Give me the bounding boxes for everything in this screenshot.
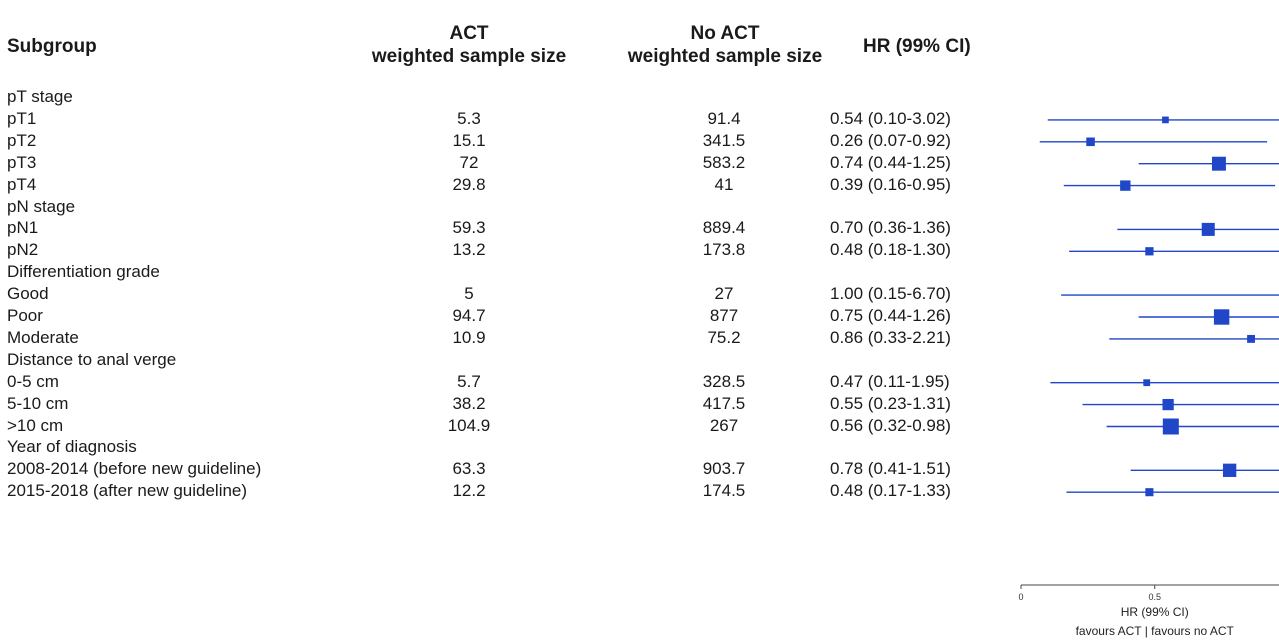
hr-marker — [1162, 418, 1179, 435]
hr-marker — [1222, 463, 1237, 477]
hr-text: 0.78 (0.41-1.51) — [830, 459, 951, 479]
noact-size: 267 — [709, 415, 739, 435]
hr-text: 0.74 (0.44-1.25) — [830, 152, 951, 172]
hr-marker — [1145, 488, 1154, 497]
hr-marker — [1162, 116, 1169, 124]
hr-text: 0.70 (0.36-1.36) — [830, 218, 951, 238]
group-header: pN stage — [7, 196, 76, 216]
row-label: pT4 — [7, 174, 37, 194]
hr-text: 0.47 (0.11-1.95) — [830, 371, 950, 391]
hr-marker — [1247, 334, 1255, 343]
noact-size: 174.5 — [702, 481, 746, 501]
act-size: 5.3 — [457, 108, 481, 128]
hr-marker — [1211, 156, 1226, 171]
row-label: pT3 — [7, 152, 37, 172]
row-label: pT2 — [7, 130, 37, 150]
act-size: 5 — [464, 284, 474, 304]
noact-size: 877 — [709, 306, 739, 325]
noact-size: 27 — [714, 284, 734, 304]
noact-size: 903.7 — [702, 459, 746, 479]
act-size: 5.7 — [457, 371, 481, 391]
header-act-line1: ACT — [449, 23, 489, 44]
group-header: Distance to anal verge — [7, 349, 177, 369]
row-label: Poor — [7, 306, 43, 325]
noact-size: 889.4 — [702, 218, 746, 238]
act-size: 72 — [459, 152, 479, 172]
hr-text: 0.56 (0.32-0.98) — [830, 415, 951, 435]
hr-marker — [1213, 309, 1230, 325]
header-act: ACT weighted sample size — [344, 22, 594, 68]
row-label: 2008-2014 (before new guideline) — [7, 459, 262, 479]
hr-text: 0.48 (0.17-1.33) — [830, 481, 951, 501]
noact-size: 41 — [714, 174, 734, 194]
act-size: 38.2 — [452, 393, 486, 413]
noact-size: 91.4 — [707, 108, 741, 128]
hr-text: 0.75 (0.44-1.26) — [830, 306, 951, 325]
hr-marker — [1162, 398, 1174, 411]
hr-marker — [1120, 180, 1131, 191]
hr-marker — [1145, 247, 1154, 256]
row-label: pN1 — [7, 218, 39, 238]
noact-size: 75.2 — [707, 327, 741, 347]
row-label: 0-5 cm — [7, 371, 59, 391]
row-label: 5-10 cm — [7, 393, 69, 413]
hr-text: 0.54 (0.10-3.02) — [830, 108, 951, 128]
noact-size: 341.5 — [702, 130, 746, 150]
hr-text: 1.00 (0.15-6.70) — [830, 284, 951, 304]
header-act-line2: weighted sample size — [371, 46, 567, 67]
row-label: Good — [7, 284, 49, 304]
noact-size: 417.5 — [702, 393, 746, 413]
group-header: Differentiation grade — [7, 262, 160, 282]
hr-text: 0.26 (0.07-0.92) — [830, 130, 951, 150]
hr-text: 0.39 (0.16-0.95) — [830, 174, 951, 194]
act-size: 12.2 — [452, 481, 486, 501]
header-noact-line1: No ACT — [690, 23, 760, 44]
x-tick-label: 0 — [1018, 592, 1023, 602]
header-noact: No ACT weighted sample size — [600, 22, 850, 68]
hr-marker — [1143, 379, 1151, 387]
group-header: Year of diagnosis — [7, 437, 137, 457]
x-axis-sublabel: favours ACT | favours no ACT — [1076, 624, 1235, 638]
x-axis-label: HR (99% CI) — [1121, 605, 1189, 619]
header-subgroup: Subgroup — [7, 36, 97, 57]
row-label: 2015-2018 (after new guideline) — [7, 481, 248, 501]
act-size: 63.3 — [452, 459, 486, 479]
noact-size: 328.5 — [702, 371, 746, 391]
noact-size: 173.8 — [702, 240, 746, 260]
act-size: 10.9 — [452, 327, 486, 347]
hr-marker — [1201, 222, 1215, 236]
act-size: 13.2 — [452, 240, 486, 260]
hr-text: 0.48 (0.18-1.30) — [830, 240, 951, 260]
row-label: pT1 — [7, 108, 37, 128]
header-noact-line2: weighted sample size — [627, 46, 823, 67]
group-header: pT stage — [7, 87, 73, 106]
act-size: 15.1 — [452, 130, 486, 150]
act-size: 59.3 — [452, 218, 486, 238]
act-size: 94.7 — [452, 306, 486, 325]
hr-text: 0.86 (0.33-2.21) — [830, 327, 951, 347]
act-size: 104.9 — [447, 415, 491, 435]
x-tick-label: 0.5 — [1148, 592, 1161, 602]
hr-text: 0.55 (0.23-1.31) — [830, 393, 951, 413]
row-label: pN2 — [7, 240, 39, 260]
row-label: Moderate — [7, 327, 79, 347]
header-hr: HR (99% CI) — [863, 36, 971, 57]
noact-size: 583.2 — [702, 152, 746, 172]
act-size: 29.8 — [452, 174, 486, 194]
row-label: >10 cm — [7, 415, 64, 435]
hr-marker — [1086, 137, 1095, 147]
